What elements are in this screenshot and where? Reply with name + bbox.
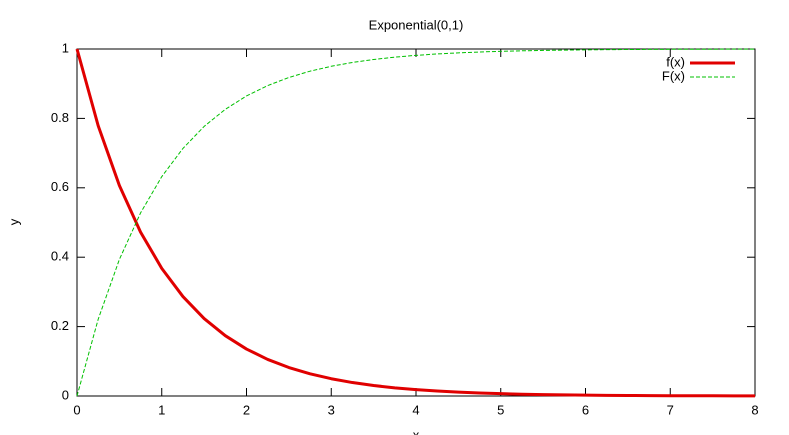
chart-title: Exponential(0,1): [369, 17, 464, 32]
series-line: [76, 48, 756, 397]
legend-label: f(x): [666, 54, 685, 69]
y-tick-label: 0.4: [51, 249, 69, 264]
x-tick-label: 1: [158, 402, 165, 417]
series-line: [75, 48, 756, 398]
x-tick-label: 3: [328, 402, 335, 417]
x-tick-label: 7: [667, 402, 674, 417]
y-tick-label: 0.8: [51, 110, 69, 125]
x-tick-label: 8: [751, 402, 758, 417]
x-tick-label: 5: [497, 402, 504, 417]
y-tick-label: 0.6: [51, 179, 69, 194]
x-tick-label: 0: [73, 402, 80, 417]
y-tick-label: 0.2: [51, 318, 69, 333]
x-tick-label: 2: [243, 402, 250, 417]
x-tick-label: 6: [582, 402, 589, 417]
y-tick-label: 0: [62, 387, 69, 402]
x-tick-label: 4: [412, 402, 419, 417]
legend-label: F(x): [662, 68, 685, 83]
y-tick-label: 1: [62, 40, 69, 55]
y-axis-label: y: [6, 218, 21, 225]
x-axis-label: x: [413, 427, 420, 435]
